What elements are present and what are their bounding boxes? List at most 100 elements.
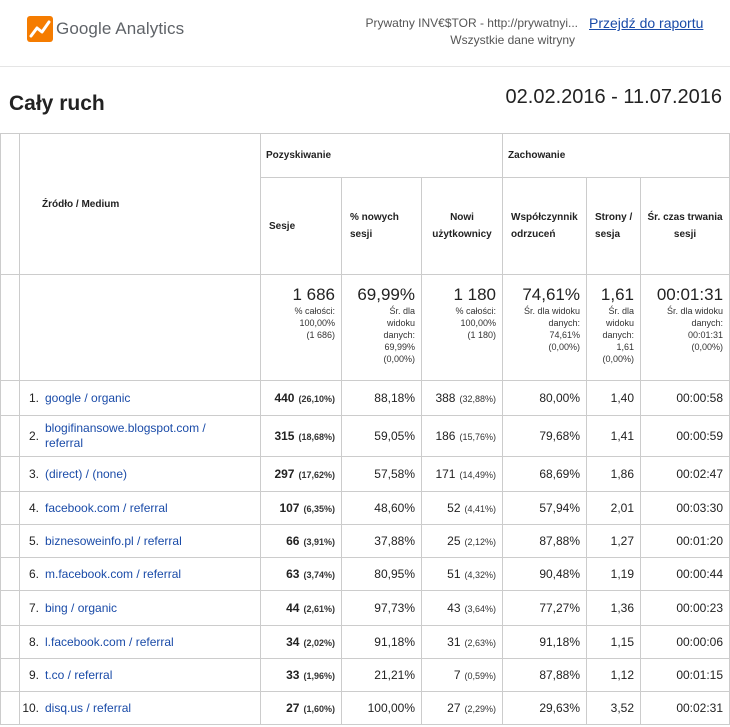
total-note-line: Śr. dla: [608, 306, 635, 316]
bounce-rate-value: 91,18%: [539, 635, 581, 649]
sessions-value: 297: [274, 467, 295, 481]
new-users-value: 388: [435, 391, 456, 405]
col-header-new-users[interactable]: Nowi użytkownicy: [432, 212, 492, 240]
new-users-percent: (3,64%): [464, 604, 497, 614]
new-users-value: 43: [447, 601, 461, 615]
sessions-percent: (17,62%): [298, 470, 335, 480]
pages-per-session-value: 1,15: [610, 635, 635, 649]
new-users-percent: (0,59%): [464, 671, 497, 681]
new-users-percent: (4,32%): [464, 570, 497, 580]
total-note-line: widoku: [386, 318, 415, 328]
group-acquisition: Pozyskiwanie: [259, 133, 504, 178]
sessions-value: 44: [286, 601, 300, 615]
new-users-value: 7: [453, 668, 461, 682]
total-note-line: 1,61: [616, 342, 635, 352]
total-sessions: 1 686: [292, 285, 335, 304]
total-note-line: (0,00%): [383, 354, 415, 364]
sessions-value: 34: [286, 635, 300, 649]
col-header-new-sessions[interactable]: % nowych sesji: [350, 212, 399, 240]
sessions-percent: (26,10%): [298, 394, 335, 404]
total-note-line: danych:: [602, 330, 635, 340]
table-row: 4. facebook.com / referral 107 (6,35%) 48,60…: [0, 491, 730, 525]
date-range: 02.02.2016 - 11.07.2016: [505, 86, 722, 108]
col-header-avg-duration[interactable]: Śr. czas trwania sesji: [647, 212, 723, 240]
total-note-line: 00:01:31: [687, 330, 724, 340]
source-medium-link[interactable]: blogifinansowe.blogspot.com / referral: [45, 421, 206, 450]
source-medium-link[interactable]: m.facebook.com / referral: [45, 566, 182, 581]
pages-per-session-value: 2,01: [610, 501, 635, 515]
sessions-percent: (3,74%): [303, 570, 335, 580]
pages-per-session-value: 1,86: [610, 467, 635, 481]
row-index: 6.: [28, 566, 39, 581]
analytics-logo-icon: [27, 16, 53, 42]
new-users-value: 27: [447, 701, 461, 715]
total-note-line: (1 180): [467, 330, 497, 340]
total-bounce-rate: 74,61%: [522, 285, 581, 304]
totals-row: 1 686 % całości: 100,00% (1 686) 69,99% …: [0, 274, 730, 381]
sessions-percent: (2,61%): [303, 604, 335, 614]
new-sessions-value: 37,88%: [374, 534, 415, 548]
pages-per-session-value: 1,27: [610, 534, 635, 548]
row-selector-header: [0, 133, 20, 275]
total-note-line: 100,00%: [460, 318, 497, 328]
col-header-pages-per-session[interactable]: Strony / sesja: [595, 212, 633, 240]
new-sessions-value: 91,18%: [374, 635, 415, 649]
new-sessions-value: 88,18%: [374, 391, 415, 405]
row-index: 5.: [28, 533, 39, 548]
total-new-sessions: 69,99%: [357, 285, 415, 304]
table-row: 9. t.co / referral 33 (1,96%) 21,21% 7 (0,59%)…: [0, 658, 730, 692]
table-row: 3. (direct) / (none) 297 (17,62%) 57,58% 171(…: [0, 456, 730, 492]
source-medium-link[interactable]: disq.us / referral: [45, 700, 132, 715]
col-header-bounce-rate[interactable]: Współczynnik odrzuceń: [511, 212, 578, 240]
bounce-rate-value: 87,88%: [539, 668, 581, 682]
sessions-percent: (1,60%): [303, 704, 335, 714]
source-medium-link[interactable]: t.co / referral: [45, 667, 113, 682]
sessions-percent: (6,35%): [303, 504, 335, 514]
source-medium-link[interactable]: (direct) / (none): [45, 466, 128, 481]
col-header-sessions[interactable]: Sesje: [269, 220, 296, 232]
report-title: Cały ruch: [9, 92, 105, 115]
new-users-percent: (2,12%): [464, 537, 497, 547]
avg-duration-value: 00:00:44: [676, 567, 724, 581]
new-users-percent: (2,29%): [464, 704, 497, 714]
row-index: 2.: [28, 428, 39, 443]
new-sessions-value: 80,95%: [374, 567, 415, 581]
source-medium-link[interactable]: biznesoweinfo.pl / referral: [45, 533, 182, 548]
avg-duration-value: 00:02:31: [676, 701, 724, 715]
row-index: 4.: [28, 500, 39, 515]
total-note-line: (0,00%): [602, 354, 635, 364]
row-index: 7.: [28, 600, 39, 615]
pages-per-session-value: 1,41: [610, 429, 635, 443]
table-row: 10. disq.us / referral 27 (1,60%) 100,00% 27(…: [0, 691, 730, 725]
row-index: 1.: [28, 390, 39, 405]
pages-per-session-value: 1,19: [610, 567, 635, 581]
total-note-line: (1 686): [306, 330, 335, 340]
total-note-line: Śr. dla widoku: [523, 306, 581, 316]
new-users-percent: (32,88%): [459, 394, 497, 404]
sessions-value: 33: [286, 668, 300, 682]
total-note-line: danych:: [548, 318, 581, 328]
row-index: 3.: [28, 466, 39, 481]
source-medium-link[interactable]: l.facebook.com / referral: [45, 634, 174, 649]
new-users-value: 52: [447, 501, 461, 515]
sessions-value: 63: [286, 567, 300, 581]
source-medium-link[interactable]: facebook.com / referral: [45, 500, 168, 515]
source-medium-link[interactable]: google / organic: [45, 390, 131, 405]
view-name: Wszystkie dane witryny: [450, 33, 575, 47]
total-new-users: 1 180: [453, 285, 497, 304]
new-users-value: 186: [435, 429, 456, 443]
total-note-line: 100,00%: [299, 318, 335, 328]
dimension-header[interactable]: Źródło / Medium: [42, 198, 120, 210]
group-behavior: Zachowanie: [502, 133, 730, 178]
bounce-rate-value: 90,48%: [539, 567, 581, 581]
pages-per-session-value: 1,36: [610, 601, 635, 615]
new-users-percent: (14,49%): [459, 470, 497, 480]
table-row: 1. google / organic 440 (26,10%) 88,18% 388 (3…: [0, 380, 730, 416]
new-sessions-value: 57,58%: [374, 467, 415, 481]
new-sessions-value: 59,05%: [374, 429, 415, 443]
new-sessions-value: 21,21%: [374, 668, 415, 682]
go-to-report-link[interactable]: Przejdź do raportu: [589, 15, 704, 31]
total-note-line: danych:: [383, 330, 415, 340]
table-row: 2. blogifinansowe.blogspot.com / referral…: [0, 415, 730, 457]
source-medium-link[interactable]: bing / organic: [45, 600, 118, 615]
